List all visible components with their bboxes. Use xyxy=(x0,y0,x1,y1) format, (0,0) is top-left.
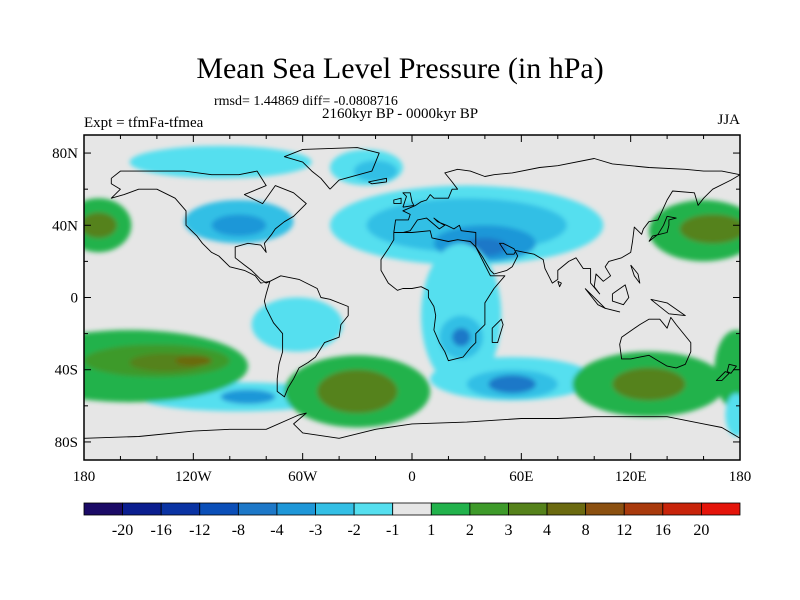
colorbar-label-10: 3 xyxy=(504,522,512,539)
anomaly-region-23 xyxy=(84,212,117,238)
colorbar-box-16 xyxy=(701,502,741,516)
anomaly-blobs xyxy=(84,145,740,437)
x-tick-label-2: 60W xyxy=(288,469,318,485)
x-tick-label-6: 180 xyxy=(729,469,752,485)
coastline-5 xyxy=(393,197,402,205)
coastline-1 xyxy=(263,275,349,398)
colorbar: -20 -16 -12 -8 -4 -3 -2 -1 1 2 3 4 8 12 16 20 xyxy=(83,502,741,539)
colorbar-box-15 xyxy=(662,502,702,516)
coastline-2 xyxy=(380,230,506,362)
x-tick-label-0: 180 xyxy=(73,469,96,485)
x-tick-label-3: 0 xyxy=(408,469,416,485)
colorbar-box-7 xyxy=(353,502,394,516)
coastline-8 xyxy=(619,316,692,369)
anomaly-region-17 xyxy=(220,389,276,405)
colorbar-label-9: 2 xyxy=(466,522,474,539)
colorbar-label-6: -2 xyxy=(347,522,360,539)
coastline-9 xyxy=(648,215,677,242)
colorbar-box-2 xyxy=(160,502,201,516)
experiment-label: Expt = tfmFa-tfmea xyxy=(84,115,204,131)
x-axis: 180 120W 60W 0 60E 120E 180 xyxy=(73,135,752,485)
anomaly-region-15 xyxy=(488,375,536,394)
coastline-12 xyxy=(604,307,621,313)
coastline-14 xyxy=(650,298,686,317)
coastline-19 xyxy=(84,412,740,439)
y-tick-label-4: 80S xyxy=(55,435,78,451)
y-axis: 80N 40N 0 40S 80S xyxy=(52,146,740,451)
x-tick-label-4: 60E xyxy=(509,469,533,485)
colorbar-box-8 xyxy=(392,502,432,516)
colorbar-box-9 xyxy=(430,502,471,516)
colorbar-label-14: 16 xyxy=(655,522,671,539)
x-tick-label-5: 120E xyxy=(615,469,647,485)
colorbar-label-15: 20 xyxy=(693,522,709,539)
coastline-10 xyxy=(491,318,504,344)
coastline-18 xyxy=(557,280,562,288)
anomaly-region-27 xyxy=(612,367,686,401)
colorbar-box-0 xyxy=(83,502,123,516)
colorbar-box-4 xyxy=(237,502,278,516)
anomaly-region-12 xyxy=(452,328,471,347)
anomaly-region-25 xyxy=(317,369,398,414)
coastline-4 xyxy=(402,192,415,208)
colorbar-label-1: -16 xyxy=(151,522,172,539)
anomaly-region-21 xyxy=(175,355,212,367)
coastline-7 xyxy=(283,147,380,190)
chart-title: Mean Sea Level Pressure (in hPa) xyxy=(196,52,604,85)
anomaly-region-10 xyxy=(421,243,502,388)
colorbar-box-12 xyxy=(546,502,587,516)
anomaly-region-4 xyxy=(353,160,398,182)
coastline-3 xyxy=(393,158,740,295)
stats-annotation: rmsd= 1.44869 diff= -0.0808716 xyxy=(214,94,398,109)
coastline-6 xyxy=(368,177,387,185)
colorbar-label-11: 4 xyxy=(543,522,551,539)
colorbar-box-5 xyxy=(276,502,316,516)
colorbar-label-4: -4 xyxy=(270,522,283,539)
y-tick-label-2: 0 xyxy=(71,291,79,307)
anomaly-region-31 xyxy=(725,393,740,437)
colorbar-box-14 xyxy=(623,502,664,516)
anomaly-region-9 xyxy=(251,297,343,352)
colorbar-label-7: -1 xyxy=(386,522,399,539)
colorbar-label-2: -12 xyxy=(189,522,210,539)
x-tick-label-1: 120W xyxy=(175,469,213,485)
colorbar-box-11 xyxy=(508,502,548,516)
coastline-17 xyxy=(715,371,730,382)
colorbar-label-0: -20 xyxy=(112,522,133,539)
coastline-11 xyxy=(584,288,606,309)
coastline-15 xyxy=(630,264,641,284)
coastline-0 xyxy=(110,170,307,284)
y-tick-label-1: 40N xyxy=(52,218,78,234)
colorbar-box-1 xyxy=(122,502,162,516)
anomaly-region-1 xyxy=(211,214,267,237)
colorbar-label-5: -3 xyxy=(309,522,322,539)
colorbar-box-10 xyxy=(469,502,509,516)
colorbar-box-6 xyxy=(315,502,355,516)
colorbar-box-13 xyxy=(585,502,625,516)
period-annotation: 2160kyr BP - 0000kyr BP xyxy=(322,106,479,122)
coastlines xyxy=(84,147,740,439)
colorbar-box-3 xyxy=(199,502,239,516)
colorbar-label-3: -8 xyxy=(232,522,245,539)
coastline-16 xyxy=(726,363,737,374)
season-label: JJA xyxy=(717,112,740,128)
pressure-anomaly-field xyxy=(84,135,740,460)
anomaly-region-30 xyxy=(679,214,740,244)
y-tick-label-3: 40S xyxy=(55,363,78,379)
colorbar-label-8: 1 xyxy=(427,522,435,539)
colorbar-label-13: 12 xyxy=(616,522,632,539)
anomaly-region-2 xyxy=(129,145,312,179)
coastline-13 xyxy=(611,284,630,306)
y-tick-label-0: 80N xyxy=(52,146,78,162)
colorbar-label-12: 8 xyxy=(582,522,590,539)
